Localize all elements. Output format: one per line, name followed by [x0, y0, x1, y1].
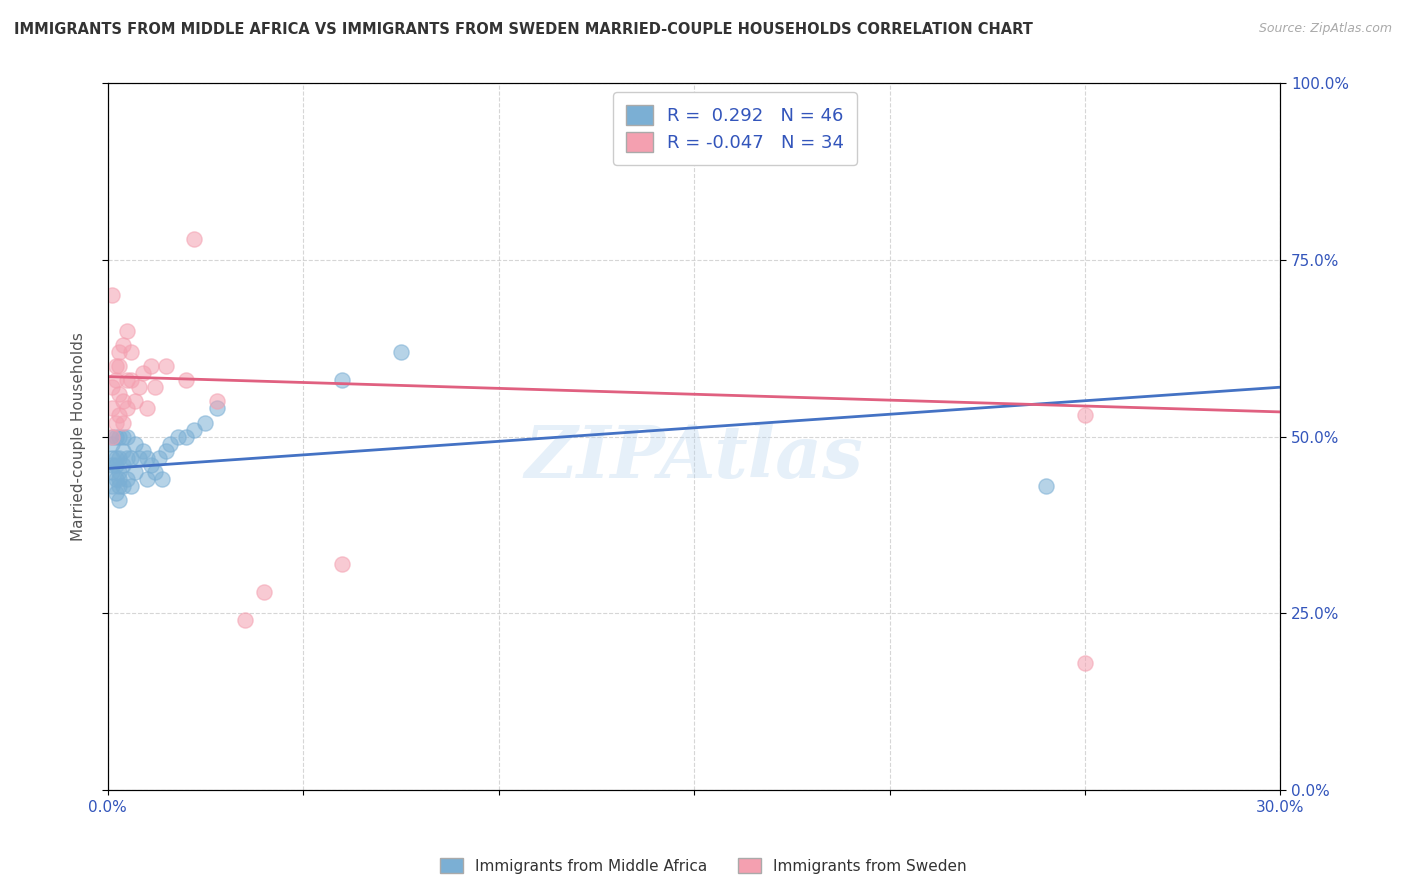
Point — [155, 359, 177, 373]
Point — [1074, 409, 1097, 423]
Point — [104, 373, 127, 387]
Legend: R =  0.292   N = 46, R = -0.047   N = 34: R = 0.292 N = 46, R = -0.047 N = 34 — [613, 93, 858, 165]
Point — [132, 443, 155, 458]
Point — [135, 450, 157, 465]
Point — [108, 465, 131, 479]
Point — [117, 430, 139, 444]
Point — [112, 458, 135, 472]
Point — [194, 416, 217, 430]
Point — [100, 458, 122, 472]
Point — [100, 436, 122, 450]
Point — [108, 472, 131, 486]
Point — [330, 373, 353, 387]
Text: IMMIGRANTS FROM MIDDLE AFRICA VS IMMIGRANTS FROM SWEDEN MARRIED-COUPLE HOUSEHOLD: IMMIGRANTS FROM MIDDLE AFRICA VS IMMIGRA… — [14, 22, 1033, 37]
Point — [108, 409, 131, 423]
Point — [139, 458, 162, 472]
Point — [100, 380, 122, 394]
Point — [233, 613, 256, 627]
Point — [139, 359, 162, 373]
Point — [108, 450, 131, 465]
Point — [104, 359, 127, 373]
Point — [117, 373, 139, 387]
Point — [104, 416, 127, 430]
Point — [205, 401, 228, 416]
Point — [174, 430, 197, 444]
Point — [104, 450, 127, 465]
Point — [108, 359, 131, 373]
Point — [152, 472, 174, 486]
Point — [330, 557, 353, 571]
Point — [128, 380, 150, 394]
Point — [117, 401, 139, 416]
Point — [120, 373, 142, 387]
Point — [108, 344, 131, 359]
Point — [120, 344, 142, 359]
Point — [104, 472, 127, 486]
Point — [100, 401, 122, 416]
Point — [108, 387, 131, 401]
Y-axis label: Married-couple Households: Married-couple Households — [72, 332, 86, 541]
Point — [117, 450, 139, 465]
Point — [117, 472, 139, 486]
Point — [104, 458, 127, 472]
Text: Source: ZipAtlas.com: Source: ZipAtlas.com — [1258, 22, 1392, 36]
Point — [108, 479, 131, 493]
Point — [143, 380, 166, 394]
Point — [104, 430, 127, 444]
Point — [100, 288, 122, 302]
Point — [253, 585, 276, 599]
Point — [128, 450, 150, 465]
Point — [112, 394, 135, 409]
Point — [104, 486, 127, 500]
Point — [100, 450, 122, 465]
Point — [100, 465, 122, 479]
Point — [183, 232, 205, 246]
Text: ZIPAtlas: ZIPAtlas — [524, 422, 863, 493]
Legend: Immigrants from Middle Africa, Immigrants from Sweden: Immigrants from Middle Africa, Immigrant… — [433, 852, 973, 880]
Point — [124, 394, 146, 409]
Point — [112, 443, 135, 458]
Point — [132, 366, 155, 380]
Point — [183, 423, 205, 437]
Point — [135, 401, 157, 416]
Point — [112, 338, 135, 352]
Point — [148, 450, 170, 465]
Point — [100, 479, 122, 493]
Point — [108, 430, 131, 444]
Point — [389, 344, 412, 359]
Point — [1074, 656, 1097, 670]
Point — [135, 472, 157, 486]
Point — [124, 436, 146, 450]
Point — [120, 479, 142, 493]
Point — [1035, 479, 1057, 493]
Point — [205, 394, 228, 409]
Point — [112, 416, 135, 430]
Point — [124, 465, 146, 479]
Point — [108, 493, 131, 508]
Point — [120, 450, 142, 465]
Point — [100, 430, 122, 444]
Point — [100, 430, 122, 444]
Point — [117, 324, 139, 338]
Point — [112, 430, 135, 444]
Point — [155, 443, 177, 458]
Point — [167, 430, 190, 444]
Point — [143, 465, 166, 479]
Point — [159, 436, 181, 450]
Point — [174, 373, 197, 387]
Point — [112, 479, 135, 493]
